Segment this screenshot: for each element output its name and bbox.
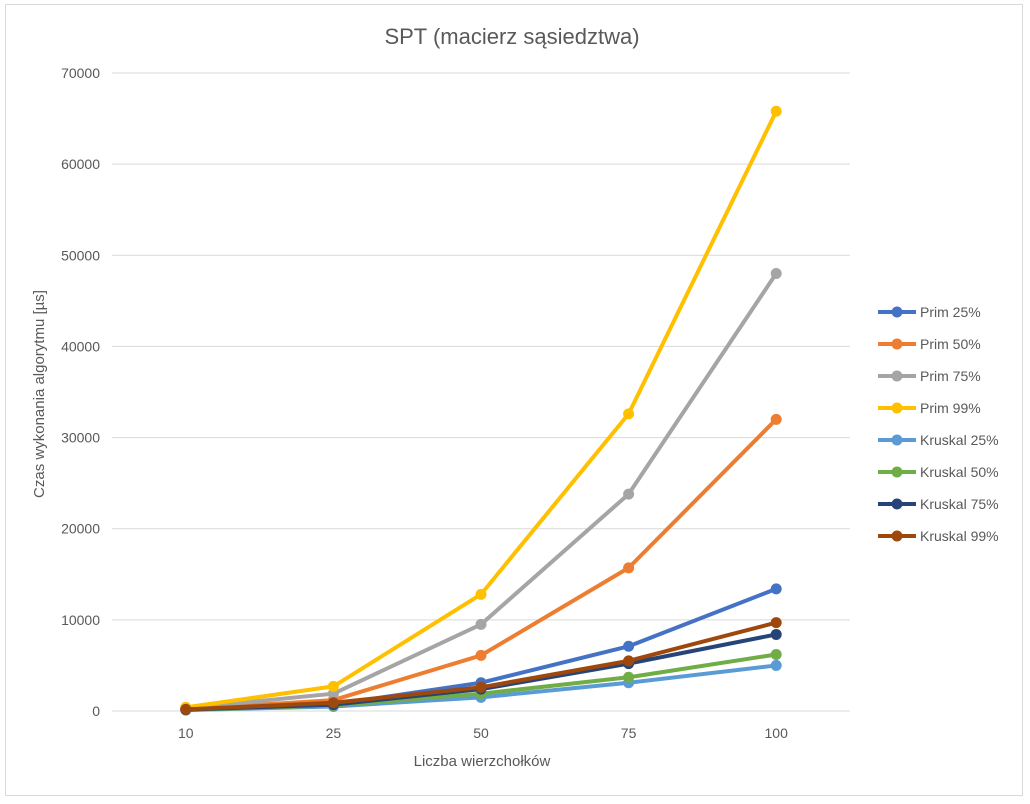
- x-axis-title: Liczba wierzchołków: [414, 753, 551, 770]
- x-tick-label: 100: [765, 725, 789, 741]
- data-point: [180, 703, 192, 715]
- data-point: [623, 408, 635, 420]
- legend-label: Prim 99%: [920, 400, 981, 416]
- series-prim-75-: [180, 268, 782, 714]
- legend-label: Kruskal 99%: [920, 528, 999, 544]
- legend-marker: [891, 402, 903, 414]
- gridlines: [112, 72, 850, 712]
- y-tick-label: 50000: [61, 247, 100, 263]
- legend-label: Prim 75%: [920, 368, 981, 384]
- x-tick-label: 75: [621, 725, 637, 741]
- legend-marker: [891, 370, 903, 382]
- legend-marker: [891, 338, 903, 350]
- chart-title: SPT (macierz sąsiedztwa): [384, 24, 639, 49]
- data-point: [623, 640, 635, 652]
- data-point: [770, 105, 782, 117]
- data-point: [770, 583, 782, 595]
- y-tick-label: 10000: [61, 612, 100, 628]
- legend-label: Kruskal 75%: [920, 496, 999, 512]
- y-axis-title: Czas wykonania algorytmu [µs]: [31, 290, 48, 498]
- data-point: [475, 618, 487, 630]
- series-kruskal-99-: [180, 617, 782, 715]
- legend-label: Prim 25%: [920, 304, 981, 320]
- data-point: [475, 681, 487, 693]
- data-point: [623, 488, 635, 500]
- data-point: [770, 648, 782, 660]
- series-line: [183, 417, 779, 712]
- legend-label: Prim 50%: [920, 336, 981, 352]
- x-axis-ticks: 10 25 50 75 100: [178, 725, 788, 741]
- y-axis-ticks: 0 10000 20000 30000 40000 50000 60000 70000: [61, 65, 100, 719]
- x-tick-label: 50: [473, 725, 489, 741]
- data-point: [475, 649, 487, 661]
- y-tick-label: 40000: [61, 338, 100, 354]
- data-point: [327, 697, 339, 709]
- legend: Prim 25% Prim 50% Prim 75% Prim 99% Kruskal …: [878, 304, 999, 544]
- legend-marker: [891, 434, 903, 446]
- data-point: [623, 562, 635, 574]
- y-tick-label: 0: [92, 703, 100, 719]
- y-tick-label: 70000: [61, 65, 100, 81]
- y-tick-label: 20000: [61, 521, 100, 537]
- data-point: [623, 655, 635, 667]
- data-point: [475, 588, 487, 600]
- x-tick-label: 10: [178, 725, 194, 741]
- data-point: [327, 680, 339, 692]
- legend-marker: [891, 530, 903, 542]
- legend-marker: [891, 466, 903, 478]
- legend-label: Kruskal 25%: [920, 432, 999, 448]
- data-point: [770, 268, 782, 280]
- legend-marker: [891, 498, 903, 510]
- legend-marker: [891, 306, 903, 318]
- x-tick-label: 25: [326, 725, 342, 741]
- y-tick-label: 60000: [61, 156, 100, 172]
- y-tick-label: 30000: [61, 430, 100, 446]
- series-line: [183, 271, 779, 711]
- legend-label: Kruskal 50%: [920, 464, 999, 480]
- series-group: [180, 105, 782, 716]
- data-point: [770, 617, 782, 629]
- data-point: [770, 659, 782, 671]
- data-point: [770, 413, 782, 425]
- data-point: [623, 671, 635, 683]
- data-point: [770, 628, 782, 640]
- chart-frame: [5, 4, 1023, 796]
